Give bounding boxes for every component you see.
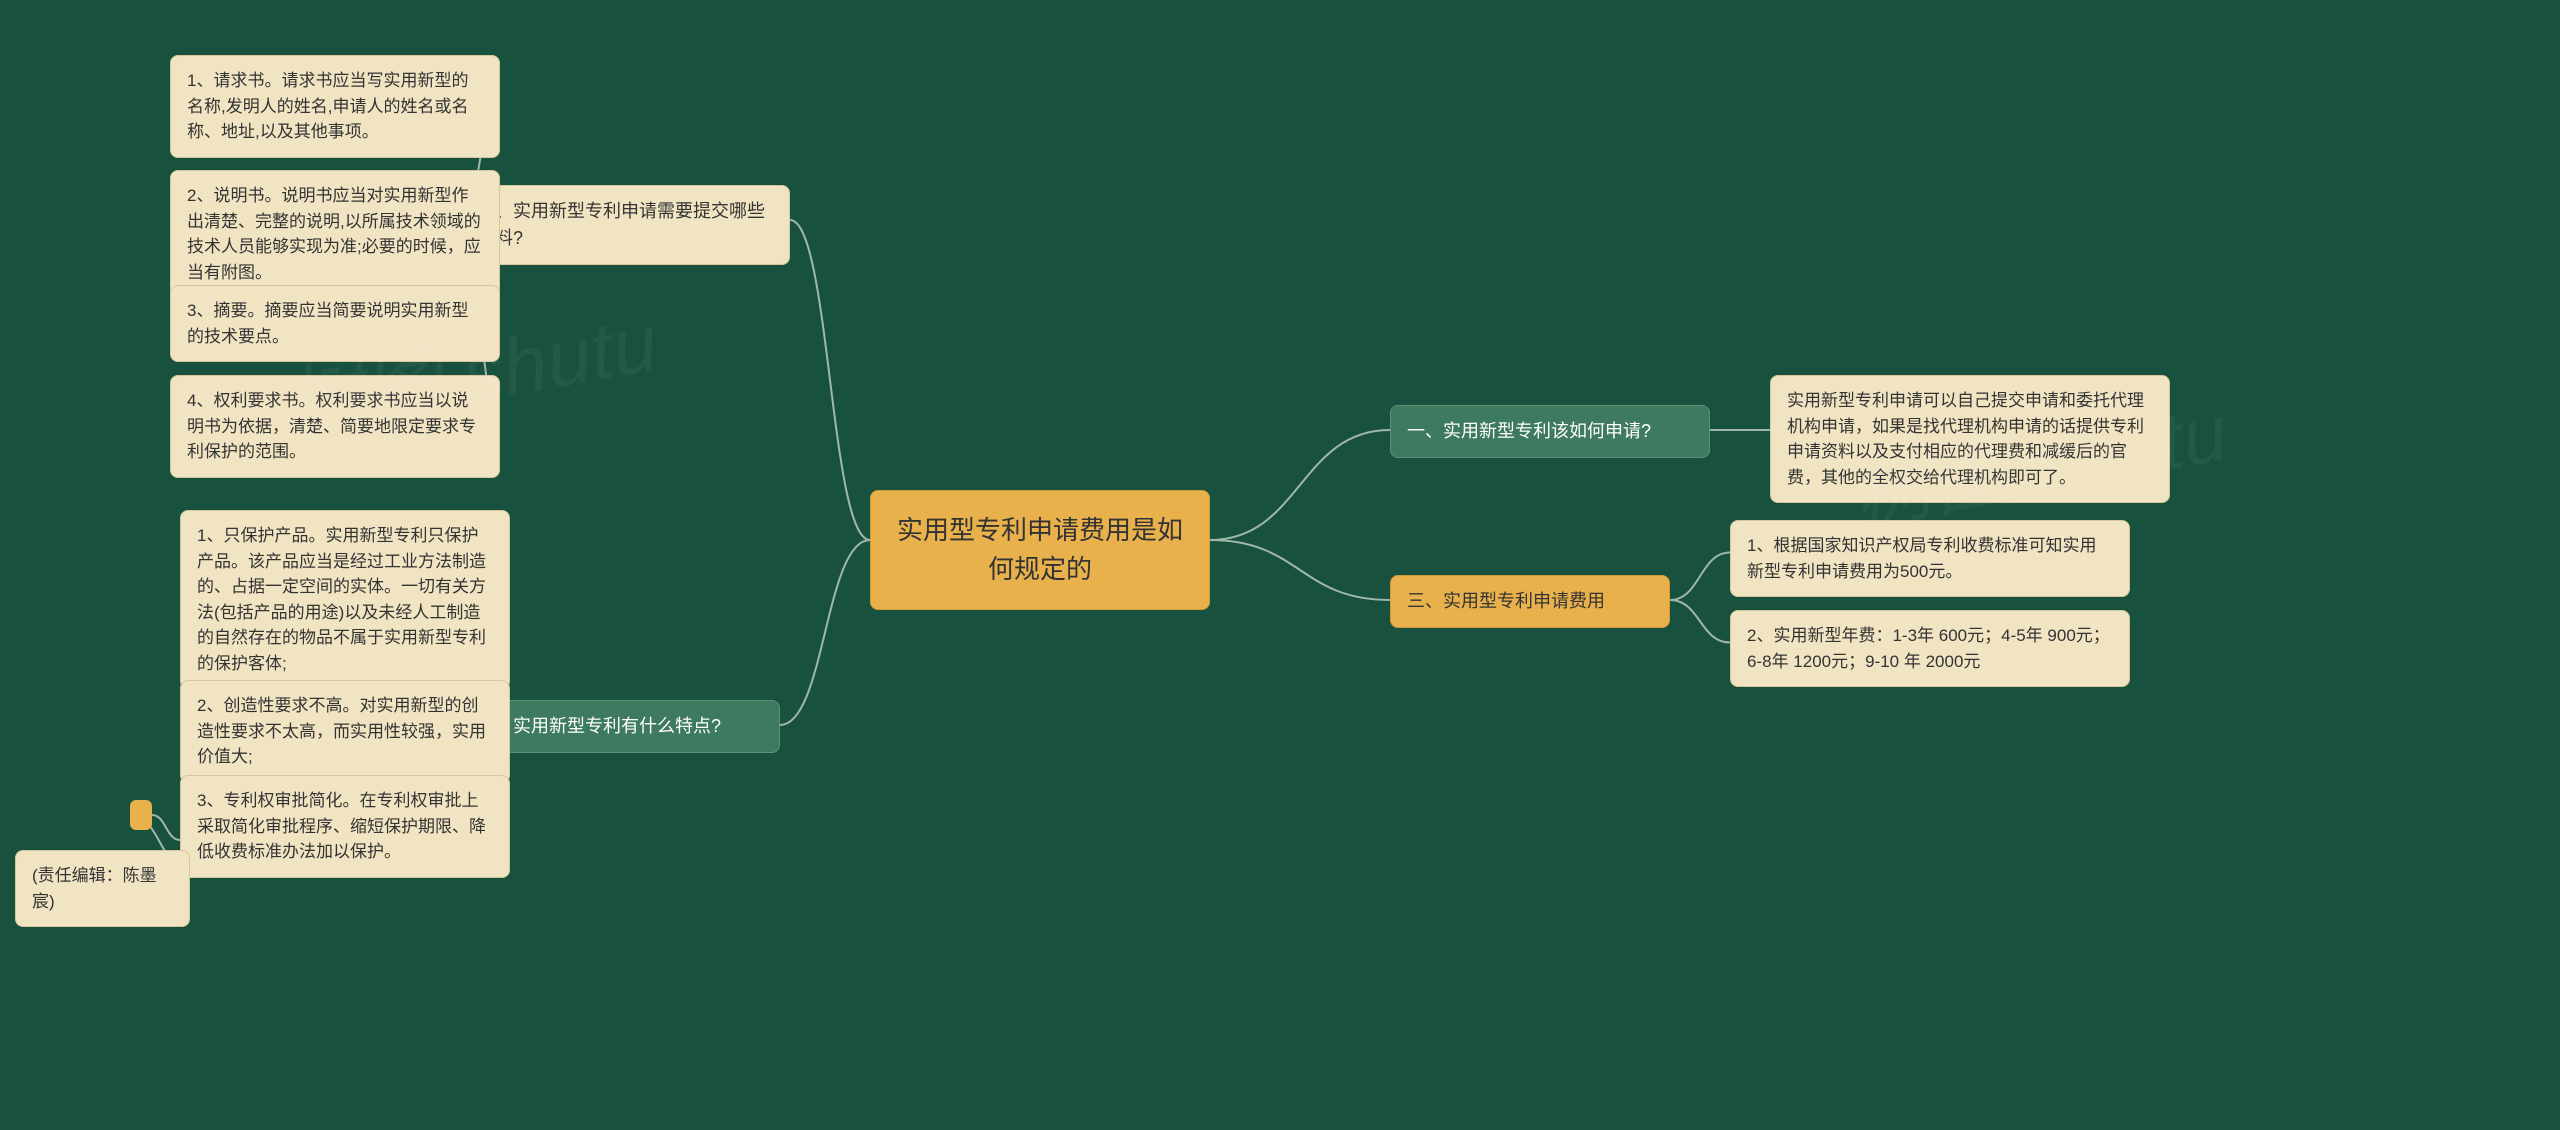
left-leaf-0-2: 3、摘要。摘要应当简要说明实用新型的技术要点。 <box>170 285 500 362</box>
right-leaf-1-1: 2、实用新型年费：1-3年 600元；4-5年 900元；6-8年 1200元；… <box>1730 610 2130 687</box>
left-leaf-1-2: 3、专利权审批简化。在专利权审批上采取简化审批程序、缩短保护期限、降低收费标准办… <box>180 775 510 878</box>
left-leaf-1-1: 2、创造性要求不高。对实用新型的创造性要求不太高，而实用性较强，实用价值大; <box>180 680 510 783</box>
root-node: 实用型专利申请费用是如何规定的 <box>870 490 1210 610</box>
right-branch-0: 一、实用新型专利该如何申请? <box>1390 405 1710 458</box>
right-leaf-1-0: 1、根据国家知识产权局专利收费标准可知实用新型专利申请费用为500元。 <box>1730 520 2130 597</box>
left-leaf-0-3: 4、权利要求书。权利要求书应当以说明书为依据，清楚、简要地限定要求专利保护的范围… <box>170 375 500 478</box>
left-branch-0: 二、实用新型专利申请需要提交哪些材料? <box>460 185 790 265</box>
right-branch-1: 三、实用型专利申请费用 <box>1390 575 1670 628</box>
editor-note: (责任编辑：陈墨宸) <box>15 850 190 927</box>
left-leaf-0-1: 2、说明书。说明书应当对实用新型作出清楚、完整的说明,以所属技术领域的技术人员能… <box>170 170 500 298</box>
left-leaf-0-0: 1、请求书。请求书应当写实用新型的名称,发明人的姓名,申请人的姓名或名称、地址,… <box>170 55 500 158</box>
left-leaf-1-0: 1、只保护产品。实用新型专利只保护产品。该产品应当是经过工业方法制造的、占据一定… <box>180 510 510 689</box>
right-leaf-0-0: 实用新型专利申请可以自己提交申请和委托代理机构申请，如果是找代理机构申请的话提供… <box>1770 375 2170 503</box>
editor-tab <box>130 800 152 830</box>
